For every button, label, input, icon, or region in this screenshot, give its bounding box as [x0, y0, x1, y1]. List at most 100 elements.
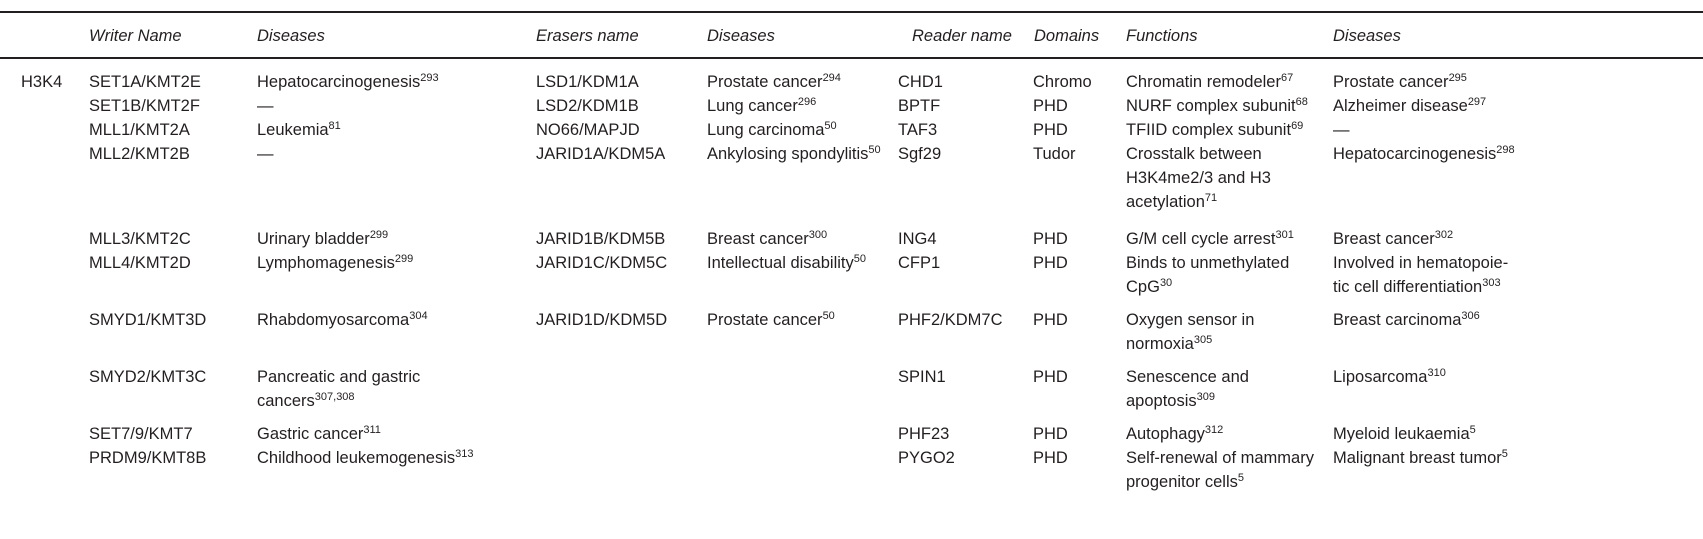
- writer-name: MLL2/KMT2B: [89, 142, 190, 166]
- reader-name-text: TAF3: [898, 121, 938, 139]
- reader-domain: PHD: [1033, 308, 1068, 332]
- reader-domain-text: Chromo: [1033, 73, 1092, 91]
- reader-domain-text: PHD: [1033, 425, 1068, 443]
- writer-name-text: SMYD1/KMT3D: [89, 311, 207, 329]
- reader-disease-ref: 5: [1501, 447, 1508, 460]
- writer-name-text: SMYD2/KMT3C: [89, 368, 207, 386]
- reader-disease-ref: 297: [1467, 95, 1487, 108]
- reader-name-text: ING4: [898, 230, 937, 248]
- reader-function: acetylation71: [1126, 190, 1217, 214]
- eraser-disease-text: Lung cancer: [707, 97, 798, 115]
- reader-disease: Liposarcoma310: [1333, 365, 1446, 389]
- reader-disease-ref: 295: [1448, 71, 1467, 84]
- reader-name: SPIN1: [898, 365, 946, 389]
- writer-name: PRDM9/KMT8B: [89, 446, 206, 470]
- eraser-name-text: LSD1/KDM1A: [536, 73, 639, 91]
- reader-function: Binds to unmethylated: [1126, 251, 1289, 275]
- writer-disease-text: Hepatocarcinogenesis: [257, 73, 421, 91]
- reader-disease-text: tic cell differentiation: [1333, 278, 1483, 296]
- writer-name: SMYD2/KMT3C: [89, 365, 206, 389]
- writer-disease-ref: 307,308: [314, 390, 355, 403]
- reader-domain: PHD: [1033, 251, 1068, 275]
- writer-disease-text: cancers: [257, 392, 315, 410]
- reader-disease-text: Prostate cancer: [1333, 73, 1449, 91]
- reader-disease: Prostate cancer295: [1333, 70, 1467, 94]
- reader-function-ref: 71: [1204, 191, 1218, 204]
- reader-name-text: Sgf29: [898, 145, 942, 163]
- reader-function-ref: 69: [1291, 119, 1304, 132]
- reader-domain: Chromo: [1033, 70, 1092, 94]
- eraser-name: JARID1A/KDM5A: [536, 142, 665, 166]
- reader-function-text: progenitor cells: [1126, 473, 1238, 491]
- reader-name-text: PHF2/KDM7C: [898, 311, 1003, 329]
- writer-disease-ref: 299: [369, 228, 389, 241]
- reader-function-ref: 30: [1159, 276, 1173, 289]
- reader-domain-text: Tudor: [1033, 145, 1076, 163]
- writer-name-text: MLL3/KMT2C: [89, 230, 191, 248]
- eraser-name: LSD1/KDM1A: [536, 70, 639, 94]
- eraser-name-text: JARID1A/KDM5A: [536, 145, 666, 163]
- reader-disease: Breast carcinoma306: [1333, 308, 1480, 332]
- header-functions: Functions: [1126, 27, 1198, 45]
- header-rule: [0, 57, 1703, 59]
- reader-function-text: Oxygen sensor in: [1126, 311, 1255, 329]
- reader-function-text: Crosstalk between: [1126, 145, 1262, 163]
- reader-function-ref: 312: [1204, 423, 1224, 436]
- eraser-name: JARID1B/KDM5B: [536, 227, 665, 251]
- eraser-disease: Prostate cancer294: [707, 70, 841, 94]
- reader-domain: PHD: [1033, 422, 1068, 446]
- eraser-disease: Ankylosing spondylitis50: [707, 142, 881, 166]
- reader-name-text: PHF23: [898, 425, 950, 443]
- reader-domain-text: PHD: [1033, 97, 1068, 115]
- eraser-disease-ref: 294: [822, 71, 841, 84]
- writer-disease-text: —: [257, 97, 274, 115]
- writer-disease: Leukemia81: [257, 118, 341, 142]
- header-writer-diseases: Diseases: [257, 27, 325, 45]
- reader-function-text: Autophagy: [1126, 425, 1205, 443]
- reader-domain: PHD: [1033, 365, 1068, 389]
- reader-function: TFIID complex subunit69: [1126, 118, 1303, 142]
- reader-function: Autophagy312: [1126, 422, 1223, 446]
- writer-disease: Hepatocarcinogenesis293: [257, 70, 439, 94]
- reader-domain: PHD: [1033, 94, 1068, 118]
- eraser-disease: Intellectual disability50: [707, 251, 866, 275]
- eraser-disease-ref: 296: [797, 95, 817, 108]
- eraser-disease-ref: 50: [822, 309, 835, 322]
- reader-disease: Involved in hematopoie-: [1333, 251, 1508, 275]
- eraser-disease: Lung cancer296: [707, 94, 816, 118]
- reader-disease-ref: 310: [1427, 366, 1446, 379]
- eraser-disease: Lung carcinoma50: [707, 118, 837, 142]
- writer-name: SET1B/KMT2F: [89, 94, 200, 118]
- reader-disease-ref: 306: [1461, 309, 1480, 322]
- group-label: H3K4: [21, 73, 63, 91]
- eraser-disease-text: Ankylosing spondylitis: [707, 145, 869, 163]
- eraser-disease-text: Intellectual disability: [707, 254, 854, 272]
- reader-name-text: SPIN1: [898, 368, 946, 386]
- eraser-disease-text: Breast cancer: [707, 230, 809, 248]
- reader-function-ref: 67: [1280, 71, 1294, 84]
- reader-name: TAF3: [898, 118, 937, 142]
- header-erasers-name: Erasers name: [536, 27, 639, 45]
- writer-disease: —: [257, 94, 274, 118]
- reader-function: Crosstalk between: [1126, 142, 1262, 166]
- eraser-name-text: JARID1D/KDM5D: [536, 311, 668, 329]
- writer-name-text: SET1A/KMT2E: [89, 73, 201, 91]
- reader-domain: PHD: [1033, 118, 1068, 142]
- reader-disease-ref: 303: [1482, 276, 1501, 289]
- writer-disease: cancers307,308: [257, 389, 355, 413]
- reader-function: G/M cell cycle arrest301: [1126, 227, 1294, 251]
- writer-disease: Urinary bladder299: [257, 227, 388, 251]
- header-domains: Domains: [1034, 27, 1100, 45]
- eraser-name: NO66/MAPJD: [536, 118, 640, 142]
- reader-domain: PHD: [1033, 227, 1068, 251]
- reader-function-text: Senescence and: [1126, 368, 1249, 386]
- writer-disease-text: Childhood leukemogenesis: [257, 449, 456, 467]
- reader-domain-text: PHD: [1033, 121, 1068, 139]
- reader-name: BPTF: [898, 94, 940, 118]
- reader-function: CpG30: [1126, 275, 1172, 299]
- reader-name: ING4: [898, 227, 937, 251]
- writer-disease-text: Leukemia: [257, 121, 329, 139]
- header-reader-name: Reader name: [912, 27, 1012, 45]
- reader-function-ref: 309: [1196, 390, 1215, 403]
- reader-name: Sgf29: [898, 142, 941, 166]
